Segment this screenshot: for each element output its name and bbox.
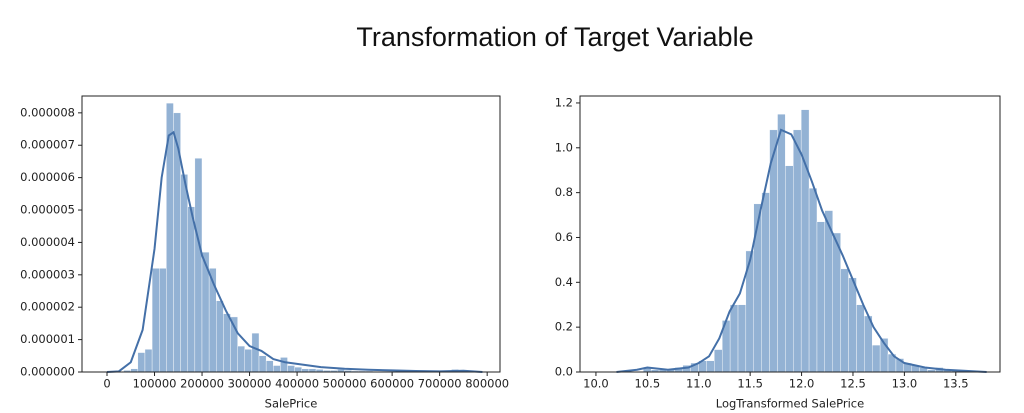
kde-line [616, 128, 987, 373]
bar [294, 366, 302, 373]
bar [287, 365, 295, 373]
x-tick-label: 10.0 [583, 377, 609, 391]
bar [237, 345, 245, 373]
y-tick-label: 0.0 [555, 365, 573, 379]
bar [714, 349, 723, 373]
bar [737, 304, 747, 373]
x-tick-label: 400000 [275, 377, 319, 391]
bar [848, 277, 857, 373]
bar [216, 300, 224, 373]
x-tick-label: 13.5 [943, 377, 969, 391]
x-tick-label: 11.5 [737, 377, 763, 391]
x-tick-label: 300000 [228, 377, 272, 391]
y-tick-label: 0.000007 [20, 138, 75, 152]
bar [872, 344, 881, 373]
y-tick-label: 0.000002 [20, 300, 75, 314]
y-tick-label: 0.000004 [20, 235, 75, 249]
bar [729, 304, 739, 373]
x-tick-label: 600000 [370, 377, 414, 391]
bar [273, 365, 281, 373]
bar [258, 355, 267, 373]
x-tick-label: 10.5 [635, 377, 661, 391]
x-tick-label: 11.0 [686, 377, 712, 391]
bar [800, 109, 810, 373]
bar [777, 113, 786, 373]
y-tick-label: 0.8 [555, 185, 573, 199]
bar [180, 174, 188, 373]
bar [816, 221, 826, 373]
bar [244, 349, 253, 373]
bar [856, 304, 865, 373]
x-axis-label: LogTransformed SalePrice [716, 397, 864, 411]
bar [144, 349, 153, 373]
x-tick-label: 200000 [180, 377, 224, 391]
x-tick-label: 13.0 [892, 377, 918, 391]
bar [832, 232, 841, 373]
bar [265, 360, 274, 373]
x-tick-label: 12.0 [789, 377, 815, 391]
bar [280, 357, 288, 373]
figure-title: Transformation of Target Variable [356, 22, 753, 52]
y-tick-label: 0.2 [555, 320, 573, 334]
y-tick-label: 1.0 [555, 140, 573, 154]
axes-frame [579, 95, 1001, 373]
bar [706, 360, 715, 373]
x-tick-label: 800000 [465, 377, 509, 391]
y-tick-label: 0.000006 [20, 170, 75, 184]
axes-frame [81, 95, 501, 373]
x-tick-label: 500000 [323, 377, 367, 391]
bar [137, 352, 146, 373]
bar [223, 313, 231, 373]
bar [761, 192, 770, 373]
bar [840, 268, 849, 373]
y-tick-label: 0.000000 [20, 365, 75, 379]
x-tick-label: 100000 [133, 377, 177, 391]
bar [793, 129, 802, 373]
y-tick-label: 1.2 [555, 95, 573, 109]
bar [785, 165, 794, 373]
y-tick-label: 0.000001 [20, 332, 75, 346]
y-tick-label: 0.6 [555, 230, 573, 244]
x-tick-label: 0 [103, 377, 110, 391]
bar [824, 210, 833, 373]
bar [194, 157, 203, 373]
y-tick-label: 0.000003 [20, 267, 75, 281]
bar [753, 203, 762, 373]
x-tick-label: 12.5 [840, 377, 866, 391]
bar [151, 268, 160, 373]
y-tick-label: 0.4 [555, 275, 573, 289]
bar [159, 268, 167, 373]
kde-line [106, 130, 483, 373]
bar [864, 315, 873, 373]
bar [251, 332, 260, 373]
bar [187, 206, 196, 373]
y-tick-label: 0.000008 [20, 105, 75, 119]
bar [808, 187, 818, 373]
x-axis-label: SalePrice [265, 397, 318, 411]
x-tick-label: 700000 [418, 377, 462, 391]
y-tick-label: 0.000005 [20, 203, 75, 217]
